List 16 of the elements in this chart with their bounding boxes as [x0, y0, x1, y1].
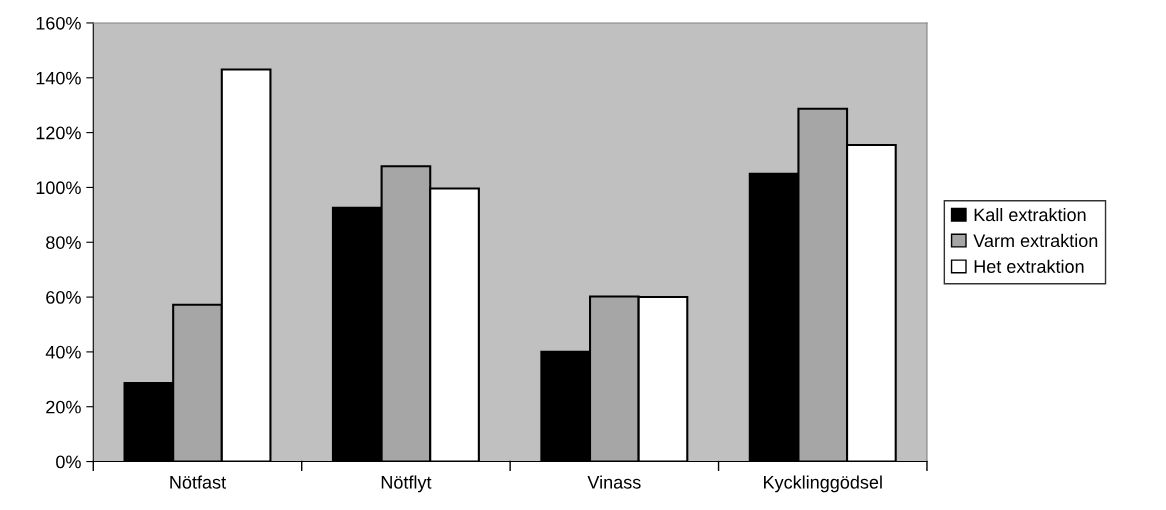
- y-tick-label: 120%: [36, 126, 81, 140]
- y-tick-label: 160%: [36, 16, 81, 30]
- legend-label: Het extraktion: [974, 259, 1084, 273]
- x-tick-label: Vinass: [587, 475, 641, 489]
- y-tick-label: 60%: [46, 291, 81, 304]
- y-tick-label: 80%: [46, 236, 81, 249]
- x-tick-label: Nötflyt: [381, 475, 432, 493]
- y-tick-label: 20%: [46, 400, 81, 414]
- y-tick-label: 0%: [56, 455, 81, 469]
- legend-label: Varm extraktion: [973, 233, 1098, 248]
- x-tick-label: Kycklinggödsel: [764, 475, 882, 493]
- legend-label: Kall extraktion: [974, 207, 1086, 222]
- y-tick-label: 140%: [36, 71, 81, 85]
- x-tick-label: Nötfast: [170, 475, 226, 489]
- y-tick-label: 40%: [45, 345, 81, 359]
- y-tick-label: 100%: [36, 181, 81, 195]
